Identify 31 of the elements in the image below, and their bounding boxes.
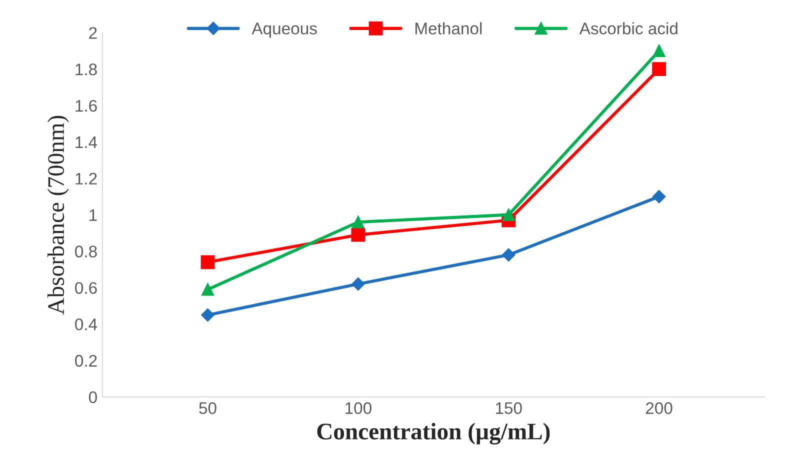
x-tick-label: 150	[496, 402, 522, 414]
y-tick-label: 0	[88, 391, 97, 404]
point	[652, 62, 666, 76]
x-tick-label: 50	[199, 402, 216, 414]
point	[352, 216, 364, 228]
legend-label: Ascorbic acid	[579, 22, 678, 34]
y-tick-label: 1.4	[76, 136, 98, 148]
x-axis-title: Concentration (µg/mL)	[317, 422, 550, 444]
legend-label: Methanol	[415, 22, 482, 34]
point	[502, 248, 516, 262]
point	[502, 208, 515, 222]
x-tick-label: 100	[346, 402, 372, 414]
y-tick-label: 0.2	[75, 354, 97, 367]
point	[201, 308, 214, 322]
y-tick-label: 0.6	[75, 282, 97, 294]
y-tick-label: 1.8	[76, 64, 97, 76]
point	[351, 228, 366, 242]
legend-label: Aqueous	[252, 22, 317, 38]
y-tick-label: 1.6	[76, 100, 97, 112]
point	[352, 277, 365, 291]
y-tick-label: 1.2	[76, 172, 97, 184]
x-tick-label: 200	[646, 402, 672, 414]
point	[201, 283, 214, 296]
y-tick-label: 0.8	[75, 246, 97, 258]
y-axis-title: Absorbance (700nm)	[47, 116, 69, 315]
y-tick-label: 2	[89, 27, 97, 39]
point	[652, 190, 666, 204]
point	[652, 44, 666, 58]
point	[200, 255, 215, 270]
y-tick-label: 1	[90, 209, 97, 221]
y-tick-label: 0.4	[75, 318, 98, 330]
